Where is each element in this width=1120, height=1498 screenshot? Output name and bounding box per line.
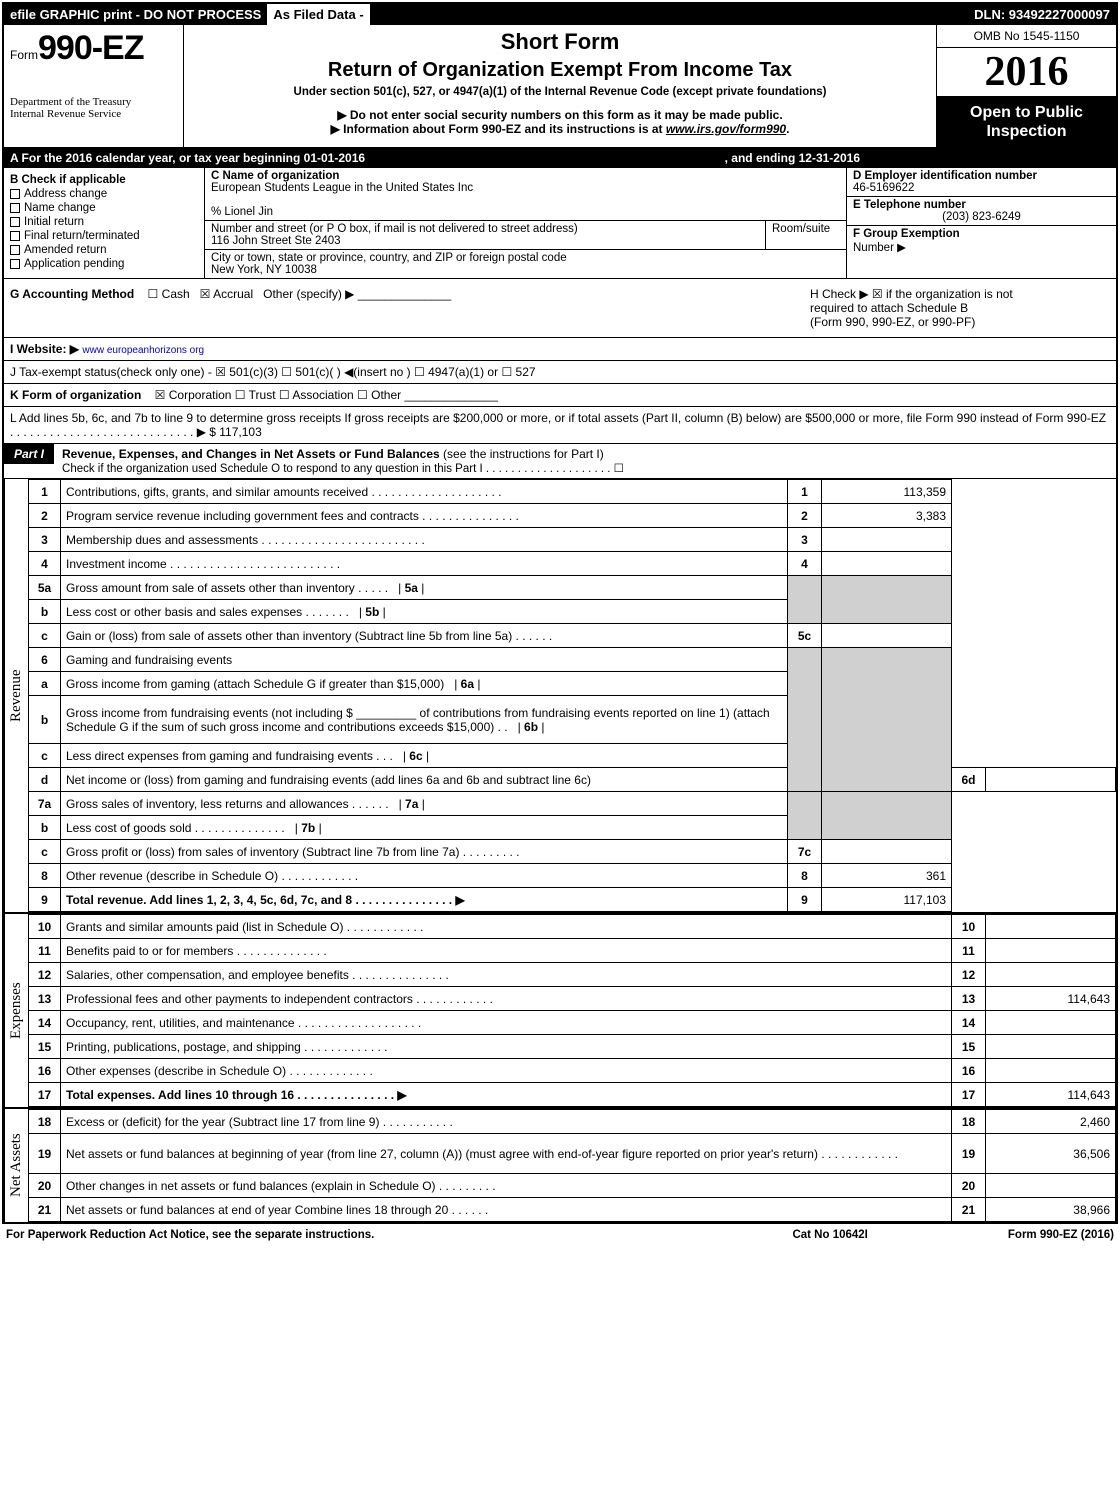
form-prefix: Form <box>10 48 38 62</box>
accounting-method: G Accounting Method ☐ Cash ☒ Accrual Oth… <box>10 287 810 329</box>
tax-year: 2016 <box>937 48 1116 97</box>
as-filed-label: As Filed Data - <box>267 4 389 25</box>
ein-row: D Employer identification number 46-5169… <box>847 168 1116 197</box>
efile-label: efile GRAPHIC print - DO NOT PROCESS <box>4 4 267 25</box>
header-right: OMB No 1545-1150 2016 Open to Public Ins… <box>936 25 1116 147</box>
expenses-side-label: Expenses <box>4 914 28 1107</box>
form-number: 990-EZ <box>38 29 144 67</box>
cb-application-pending[interactable] <box>10 259 20 269</box>
dept-treasury: Department of the Treasury <box>10 96 177 108</box>
info-about: ▶ Information about Form 990-EZ and its … <box>188 122 932 136</box>
netassets-side-label: Net Assets <box>4 1109 28 1222</box>
cb-name-change[interactable] <box>10 203 20 213</box>
website-row: I Website: ▶ www europeanhorizons org <box>4 338 1116 361</box>
section-b-checkboxes: B Check if applicable Address change Nam… <box>4 168 204 278</box>
form-of-org: K Form of organization ☒ Corporation ☐ T… <box>4 384 1116 407</box>
group-exemption-row: F Group Exemption Number ▶ <box>847 226 1116 256</box>
cb-amended-return[interactable] <box>10 245 20 255</box>
omb-number: OMB No 1545-1150 <box>937 25 1116 48</box>
dln-label: DLN: 93492227000097 <box>968 4 1116 25</box>
expenses-table: 10Grants and similar amounts paid (list … <box>28 914 1116 1107</box>
irs-label: Internal Revenue Service <box>10 108 177 120</box>
tax-exempt-status: J Tax-exempt status(check only one) - ☒ … <box>4 361 1116 384</box>
revenue-side-label: Revenue <box>4 479 28 912</box>
room-suite: Room/suite <box>766 221 846 249</box>
revenue-table: 1Contributions, gifts, grants, and simil… <box>28 479 1116 912</box>
cb-address-change[interactable] <box>10 189 20 199</box>
website-link[interactable]: www europeanhorizons org <box>82 345 204 356</box>
short-form-title: Short Form <box>188 29 932 55</box>
row-a-tax-year: A For the 2016 calendar year, or tax yea… <box>4 148 1116 168</box>
header-left: Form990-EZ Department of the Treasury In… <box>4 25 184 147</box>
street-address: Number and street (or P O box, if mail i… <box>205 221 766 249</box>
return-title: Return of Organization Exempt From Incom… <box>188 59 932 82</box>
under-section: Under section 501(c), 527, or 4947(a)(1)… <box>188 86 932 98</box>
top-bar: efile GRAPHIC print - DO NOT PROCESS As … <box>4 4 1116 25</box>
header-center: Short Form Return of Organization Exempt… <box>184 25 936 147</box>
paperwork-notice: For Paperwork Reduction Act Notice, see … <box>6 1229 792 1241</box>
city-row: City or town, state or province, country… <box>205 250 846 278</box>
cb-final-return[interactable] <box>10 231 20 241</box>
footer: For Paperwork Reduction Act Notice, see … <box>0 1226 1120 1244</box>
org-name-row: C Name of organization European Students… <box>205 168 846 221</box>
netassets-table: 18Excess or (deficit) for the year (Subt… <box>28 1109 1116 1222</box>
telephone-row: E Telephone number (203) 823-6249 <box>847 197 1116 226</box>
cat-no: Cat No 10642I <box>792 1229 867 1241</box>
form-footer: Form 990-EZ (2016) <box>1008 1229 1114 1241</box>
open-to-public: Open to Public Inspection <box>937 97 1116 147</box>
do-not-enter: ▶ Do not enter social security numbers o… <box>188 108 932 122</box>
line-l: L Add lines 5b, 6c, and 7b to line 9 to … <box>4 407 1116 444</box>
cb-initial-return[interactable] <box>10 217 20 227</box>
schedule-b-check: H Check ▶ ☒ if the organization is not r… <box>810 287 1110 329</box>
part-i-header: Part I Revenue, Expenses, and Changes in… <box>4 444 1116 479</box>
